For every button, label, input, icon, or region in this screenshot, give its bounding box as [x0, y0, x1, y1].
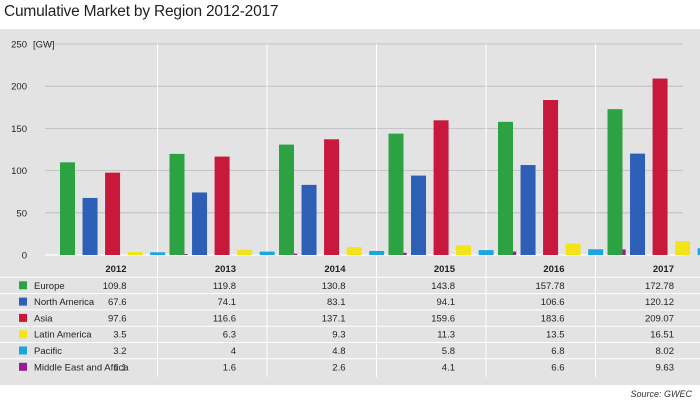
bar-asia-2014 — [324, 139, 340, 255]
legend-label: Europe — [34, 281, 65, 292]
table-cell: 120.12 — [645, 297, 674, 308]
table-cell: 2.6 — [332, 362, 345, 373]
bar-north-america-2016 — [520, 165, 536, 255]
legend-label: Middle East and Africa — [34, 362, 129, 373]
table-cell: 4 — [231, 346, 236, 357]
table-cell: 3.5 — [113, 330, 126, 341]
bar-asia-2016 — [543, 100, 559, 255]
table-cell: 13.5 — [546, 330, 565, 341]
bar-latin-america-2013 — [237, 249, 253, 255]
table-cell: 137.1 — [322, 313, 346, 324]
table-cell: 157.78 — [535, 281, 564, 292]
year-label-2017: 2017 — [653, 264, 674, 275]
table-cell: 6.6 — [551, 362, 564, 373]
bar-north-america-2015 — [411, 175, 427, 255]
table-cell: 183.6 — [541, 313, 565, 324]
year-label-2012: 2012 — [105, 264, 126, 275]
table-cell: 9.3 — [332, 330, 345, 341]
y-unit-label: [GW] — [33, 40, 55, 51]
data-table: 2012 2013 2014 2015 2016 2017 Europe 109.8 119.8… — [0, 264, 700, 373]
bar-pacific-2014 — [369, 250, 385, 255]
table-cell: 83.1 — [327, 297, 346, 308]
table-cell: 6.8 — [551, 346, 564, 357]
table-cell: 1.6 — [223, 362, 236, 373]
bar-latin-america-2015 — [456, 245, 472, 255]
bar-north-america-2013 — [192, 192, 208, 255]
legend-label: Asia — [34, 313, 53, 324]
source-note: Source: GWEC — [630, 389, 692, 399]
bar-europe-2014 — [279, 144, 294, 255]
table-cell: 116.6 — [213, 313, 236, 324]
table-cell: 4.8 — [332, 346, 345, 357]
table-cell: 67.6 — [108, 297, 127, 308]
table-cell: 143.8 — [431, 281, 455, 292]
table-cell: 1.1 — [113, 362, 126, 373]
chart-svg: 0 50 100 150 200 250 [GW] 2012 2013 2014 2015 2016… — [0, 40, 700, 377]
table-cell: 5.8 — [442, 346, 455, 357]
bar-europe-2012 — [60, 162, 75, 255]
legend-swatch-middle-east-and-africa — [19, 362, 27, 371]
bar-latin-america-2016 — [565, 243, 581, 255]
bar-asia-2017 — [652, 78, 668, 255]
y-tick-label: 150 — [11, 124, 27, 135]
legend-swatch-pacific — [19, 346, 27, 355]
table-cell: 8.02 — [656, 346, 675, 357]
legend-label: Pacific — [34, 346, 62, 357]
bar-latin-america-2014 — [346, 247, 362, 255]
chart-title: Cumulative Market by Region 2012-2017 — [4, 3, 279, 20]
bar-pacific-2015 — [478, 250, 494, 255]
bar-pacific-2016 — [588, 249, 604, 255]
chart-panel: 0 50 100 150 200 250 [GW] 2012 2013 2014 2015 2016… — [0, 29, 700, 385]
table-cell: 16.51 — [650, 330, 674, 341]
y-tick-label: 0 — [22, 251, 27, 262]
table-cell: 4.1 — [442, 362, 455, 373]
bar-asia-2012 — [105, 172, 121, 255]
table-cell: 97.6 — [108, 313, 127, 324]
year-label-2015: 2015 — [434, 264, 456, 275]
bar-pacific-2013 — [259, 251, 275, 255]
table-cell: 3.2 — [113, 346, 126, 357]
legend-swatch-latin-america — [19, 330, 27, 339]
bar-latin-america-2017 — [675, 241, 691, 255]
legend-swatch-europe — [19, 281, 27, 290]
year-label-2016: 2016 — [543, 264, 564, 275]
table-cell: 109.8 — [103, 281, 127, 292]
year-label-2014: 2014 — [324, 264, 346, 275]
bar-layer — [60, 78, 700, 255]
bar-europe-2017 — [607, 109, 623, 255]
bar-north-america-2014 — [301, 184, 317, 255]
bar-latin-america-2012 — [127, 252, 143, 255]
table-cell: 159.6 — [431, 313, 455, 324]
legend-label: Latin America — [34, 330, 92, 341]
table-cell: 94.1 — [437, 297, 456, 308]
y-tick-label: 250 — [11, 40, 27, 51]
bar-north-america-2017 — [630, 153, 646, 255]
table-cell: 106.6 — [541, 297, 565, 308]
table-cell: 9.63 — [656, 362, 675, 373]
year-label-2013: 2013 — [215, 264, 236, 275]
y-tick-label: 50 — [16, 208, 27, 219]
bar-asia-2015 — [433, 120, 449, 255]
bar-north-america-2012 — [82, 197, 98, 255]
bar-asia-2013 — [214, 156, 230, 255]
legend-swatch-north-america — [19, 297, 27, 306]
bar-europe-2013 — [169, 153, 185, 255]
bar-pacific-2017 — [697, 248, 700, 255]
table-cell: 74.1 — [218, 297, 237, 308]
bar-pacific-2012 — [150, 252, 166, 255]
table-cell: 6.3 — [223, 330, 236, 341]
table-cell: 130.8 — [322, 281, 346, 292]
table-cell: 209.07 — [645, 313, 674, 324]
y-tick-label: 100 — [11, 166, 27, 177]
table-cell: 172.78 — [645, 281, 674, 292]
legend-swatch-asia — [19, 313, 27, 322]
table-cell: 119.8 — [213, 281, 236, 292]
bar-europe-2015 — [388, 133, 404, 255]
y-tick-label: 200 — [11, 82, 27, 93]
bar-europe-2016 — [498, 121, 513, 255]
legend-label: North America — [34, 297, 95, 308]
table-cell: 11.3 — [437, 330, 455, 341]
